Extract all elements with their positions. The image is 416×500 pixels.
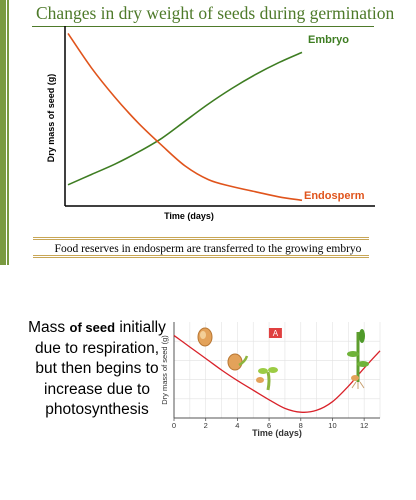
y-axis-label: Dry mass of seed (g) — [46, 74, 56, 163]
slide-sidebar-bar — [0, 0, 6, 265]
x-axis-label: Time (days) — [164, 211, 214, 221]
series-line-embryo — [67, 51, 303, 186]
slide-title: Changes in dry weight of seeds during ge… — [36, 3, 395, 23]
legend-endosperm: Endosperm — [304, 190, 365, 202]
x-tick-label: 0 — [172, 421, 176, 430]
mass-note-bold: of seed — [69, 320, 116, 335]
x-tick-label: 12 — [360, 421, 368, 430]
mass-note: Mass of seed initially due to respiratio… — [28, 318, 166, 421]
legend-embryo: Embryo — [308, 34, 349, 46]
x-tick-label: 8 — [299, 421, 303, 430]
series-line-endosperm — [67, 32, 303, 202]
stage-marker-a-label: A — [273, 329, 279, 338]
caption-rules — [33, 237, 369, 258]
seedling-icon — [256, 367, 278, 391]
stage-marker-a — [268, 328, 282, 338]
y-axis-label: Dry mass of seed (g) — [160, 335, 169, 405]
seed-mass-chart: 0 2 4 6 8 10 12 A Dry mass of seed (g) Time (d… — [160, 322, 381, 438]
slide-sidebar-line — [7, 0, 9, 265]
x-tick-label: 10 — [328, 421, 336, 430]
young-plant-icon — [347, 329, 369, 389]
mass-note-rest: initially due to respiration, but then b… — [34, 319, 166, 418]
mass-note-first: Mass — [28, 319, 66, 336]
x-axis-label: Time (days) — [252, 428, 302, 438]
seed-icon — [197, 327, 213, 347]
title-underline — [32, 26, 374, 27]
x-tick-label: 2 — [204, 421, 208, 430]
x-tick-label: 4 — [235, 421, 239, 430]
series-line-mass — [173, 334, 381, 413]
caption: Food reserves in endosperm are transferr… — [54, 243, 362, 255]
germinating-seed-icon — [227, 353, 249, 371]
x-tick-label: 6 — [267, 421, 271, 430]
dry-weight-chart: Dry mass of seed (g) Time (days) Embryo … — [46, 26, 375, 221]
